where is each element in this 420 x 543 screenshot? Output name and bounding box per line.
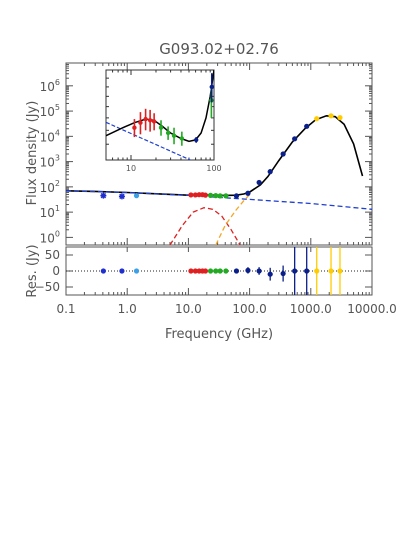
data-point [207,192,214,198]
residual-point [192,268,198,274]
data-point [188,192,194,198]
residual-points [100,247,343,295]
data-point [280,151,286,157]
x-tick-label: 1.0 [118,302,137,316]
inset-content [106,70,214,160]
residual-point [267,271,273,277]
residual-point [256,268,262,274]
data-points [100,113,343,200]
x-axis-label: Frequency (GHz) [165,327,273,342]
data-point [217,193,223,199]
data-point [133,193,140,199]
data-point [292,136,298,142]
res-y-tick-label: 0 [52,264,60,278]
data-point [304,123,310,129]
residual-point [213,268,219,274]
inset-data-point [132,125,137,130]
residual-point [100,268,106,274]
residual-point [292,268,298,274]
y-tick-label: 103 [40,154,60,170]
inset-data-point [179,136,185,141]
residual-point [314,268,320,274]
residual-point [280,270,286,277]
residual-point [233,268,240,274]
data-point [337,115,343,121]
residual-point [223,268,229,274]
x-tick-label: 0.1 [56,302,75,316]
residual-point [328,268,334,274]
chart-title: G093.02+02.76 [159,40,279,58]
model-curve-spinning-dust [169,207,241,245]
res-y-tick-label: −50 [35,280,60,294]
data-point [118,193,125,200]
y-tick-label: 105 [40,103,60,119]
data-point [192,192,198,198]
x-tick-label: 10.0 [175,302,202,316]
inset-data-point [158,125,164,130]
data-point [245,190,251,196]
residual-point [217,268,223,274]
residual-point [119,268,125,274]
x-tick-label: 10000.0 [347,302,397,316]
inset-x-tick-label: 100 [206,164,221,173]
data-point [256,179,262,186]
y-tick-label: 100 [40,229,60,245]
residual-panel: 50 0 −50 0.1 1.0 10.0 100.0 1000.0 10000.0 [35,246,397,316]
inset-frame [105,69,215,161]
model-curve-thermal-dust [215,194,251,245]
residual-point [202,268,209,274]
y-tick-label: 102 [40,179,60,195]
data-point [267,169,273,175]
residual-point [304,268,310,274]
residual-point [207,268,214,274]
inset-x-tick-label: 10 [126,164,136,173]
y-axis-label-residual: Res. (Jy) [25,244,40,297]
data-point [213,193,219,199]
residual-point [133,268,140,274]
data-point-stroke [119,193,125,200]
inset-data-point [138,120,143,125]
data-point [223,193,229,199]
data-point [202,192,209,198]
data-point-stroke [100,192,107,199]
data-point [100,192,107,199]
inset-data-point [193,137,199,143]
data-point [314,116,320,122]
y-tick-label: 106 [40,78,60,94]
residual-point [188,268,194,274]
inset-data-point [171,133,177,138]
residual-point [337,268,343,274]
res-y-tick-label: 50 [45,248,60,262]
residual-point [245,267,251,273]
data-point [233,193,240,199]
y-tick-label: 101 [40,204,60,220]
inset-data-point [147,118,153,123]
data-point [328,113,334,119]
inset-data-point [165,130,171,136]
inset-data-point [209,84,214,90]
inset-panel: 10 100 [105,69,222,173]
x-tick-label: 1000.0 [290,302,332,316]
y-axis-label-main: Flux density (Jy) [25,101,40,206]
inset-data-point [151,119,157,124]
y-tick-label: 104 [40,128,60,144]
inset-data-point [143,116,148,122]
x-tick-label: 100.0 [232,302,266,316]
